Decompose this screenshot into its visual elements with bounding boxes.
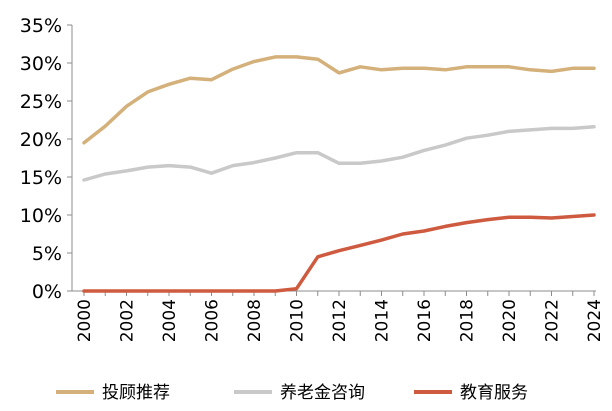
series-layer — [82, 55, 596, 293]
series-line-3 — [82, 213, 596, 293]
y-tick-label: 30% — [20, 53, 62, 75]
y-tick-label: 0% — [32, 281, 62, 303]
legend: 投顾推荐 养老金咨询 教育服务 — [56, 383, 528, 403]
y-tick-label: 10% — [20, 205, 62, 227]
y-tick-label: 25% — [20, 91, 62, 113]
x-tick-label: 2020 — [500, 299, 520, 342]
x-tick-label: 2016 — [415, 299, 435, 342]
x-axis: 2000 2002 2004 2006 2008 2010 2012 2014 2016 2018… — [72, 290, 605, 342]
y-tick-label: 15% — [20, 167, 62, 189]
x-tick-label: 2008 — [245, 299, 265, 342]
series-line-2 — [82, 125, 596, 182]
legend-label-3: 教育服务 — [460, 383, 528, 403]
y-axis: 0% 5% 10% 15% 20% 25% 30% 35% — [20, 15, 73, 303]
x-tick-label: 2022 — [543, 299, 563, 342]
x-tick-label: 2012 — [330, 299, 350, 342]
y-tick-label: 35% — [20, 15, 62, 37]
x-tick-label: 2024 — [585, 299, 605, 342]
x-tick-label: 2000 — [75, 299, 95, 342]
series-line-1 — [82, 55, 596, 145]
x-tick-label: 2014 — [373, 299, 393, 342]
x-tick-label: 2006 — [203, 299, 223, 342]
x-tick-label: 2004 — [160, 299, 180, 342]
x-tick-label: 2002 — [118, 299, 138, 342]
legend-label-1: 投顾推荐 — [102, 383, 170, 403]
y-tick-label: 5% — [32, 243, 62, 265]
x-tick-label: 2018 — [458, 299, 478, 342]
y-tick-label: 20% — [20, 129, 62, 151]
legend-label-2: 养老金咨询 — [280, 383, 365, 403]
x-tick-label: 2010 — [288, 299, 308, 342]
